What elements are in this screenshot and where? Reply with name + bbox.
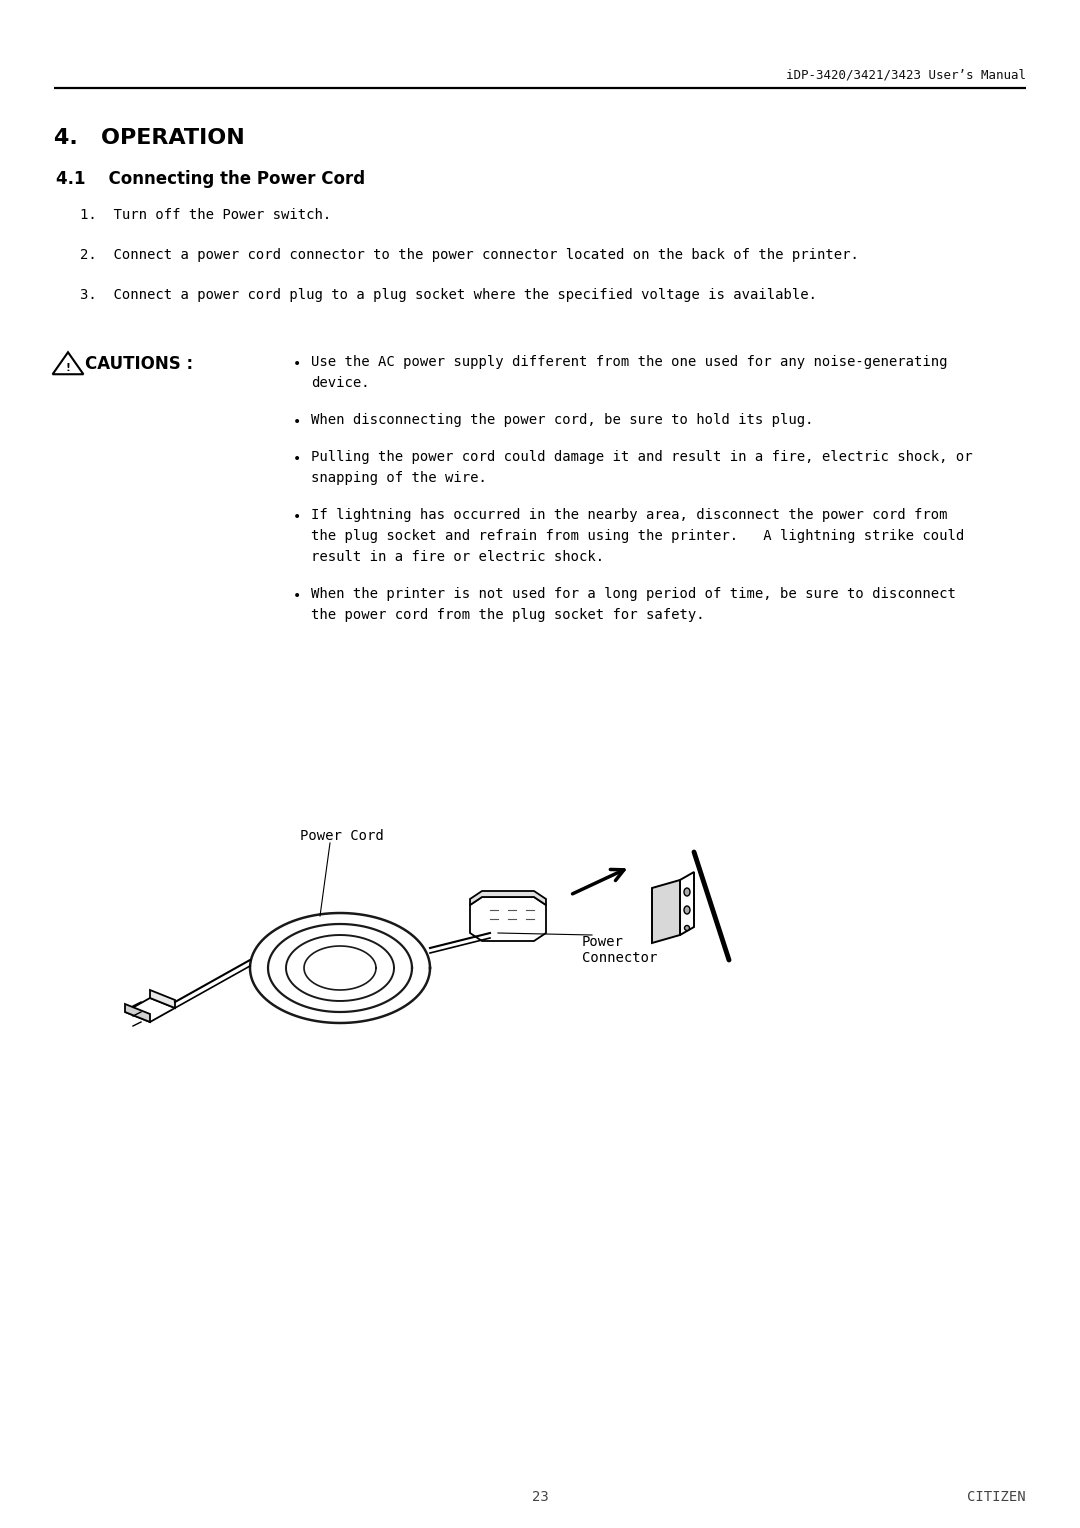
- Text: 23: 23: [531, 1490, 549, 1504]
- Text: !: !: [66, 364, 70, 373]
- Text: •: •: [293, 452, 301, 466]
- Text: 2.  Connect a power cord connector to the power connector located on the back of: 2. Connect a power cord connector to the…: [80, 248, 859, 261]
- Text: 4.   OPERATION: 4. OPERATION: [54, 128, 245, 148]
- Text: CAUTIONS :: CAUTIONS :: [85, 354, 193, 373]
- Text: 4.1    Connecting the Power Cord: 4.1 Connecting the Power Cord: [56, 170, 365, 188]
- Ellipse shape: [684, 888, 690, 895]
- Text: If lightning has occurred in the nearby area, disconnect the power cord from: If lightning has occurred in the nearby …: [311, 507, 947, 523]
- Text: Power Cord: Power Cord: [300, 830, 383, 843]
- Text: 3.  Connect a power cord plug to a plug socket where the specified voltage is av: 3. Connect a power cord plug to a plug s…: [80, 287, 816, 303]
- Text: •: •: [293, 416, 301, 429]
- Text: 1.  Turn off the Power switch.: 1. Turn off the Power switch.: [80, 208, 332, 222]
- Polygon shape: [125, 998, 175, 1022]
- Ellipse shape: [684, 906, 690, 914]
- Polygon shape: [470, 891, 546, 905]
- Text: CITIZEN: CITIZEN: [968, 1490, 1026, 1504]
- Text: When disconnecting the power cord, be sure to hold its plug.: When disconnecting the power cord, be su…: [311, 413, 813, 426]
- Polygon shape: [652, 880, 680, 943]
- Polygon shape: [150, 990, 175, 1008]
- Ellipse shape: [685, 926, 689, 931]
- Text: •: •: [293, 358, 301, 371]
- Text: snapping of the wire.: snapping of the wire.: [311, 471, 487, 484]
- Text: the power cord from the plug socket for safety.: the power cord from the plug socket for …: [311, 608, 704, 622]
- Text: device.: device.: [311, 376, 369, 390]
- Text: Pulling the power cord could damage it and result in a fire, electric shock, or: Pulling the power cord could damage it a…: [311, 451, 973, 465]
- Polygon shape: [470, 897, 546, 941]
- Text: result in a fire or electric shock.: result in a fire or electric shock.: [311, 550, 604, 564]
- Text: Use the AC power supply different from the one used for any noise-generating: Use the AC power supply different from t…: [311, 354, 947, 368]
- Polygon shape: [125, 1004, 150, 1022]
- Text: iDP-3420/3421/3423 User’s Manual: iDP-3420/3421/3423 User’s Manual: [786, 69, 1026, 83]
- Text: When the printer is not used for a long period of time, be sure to disconnect: When the printer is not used for a long …: [311, 587, 956, 601]
- Text: •: •: [293, 588, 301, 604]
- Polygon shape: [680, 872, 694, 935]
- Text: Power
Connector: Power Connector: [582, 935, 658, 966]
- Text: •: •: [293, 510, 301, 524]
- Text: the plug socket and refrain from using the printer.   A lightning strike could: the plug socket and refrain from using t…: [311, 529, 964, 542]
